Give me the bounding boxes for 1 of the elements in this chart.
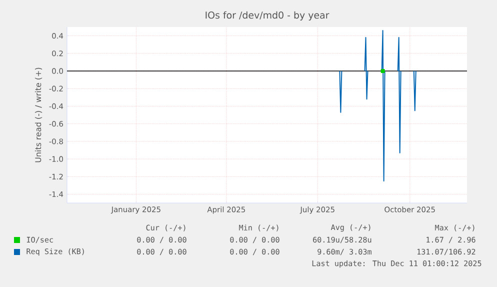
chart-title: IOs for /dev/md0 - by year xyxy=(206,11,330,20)
